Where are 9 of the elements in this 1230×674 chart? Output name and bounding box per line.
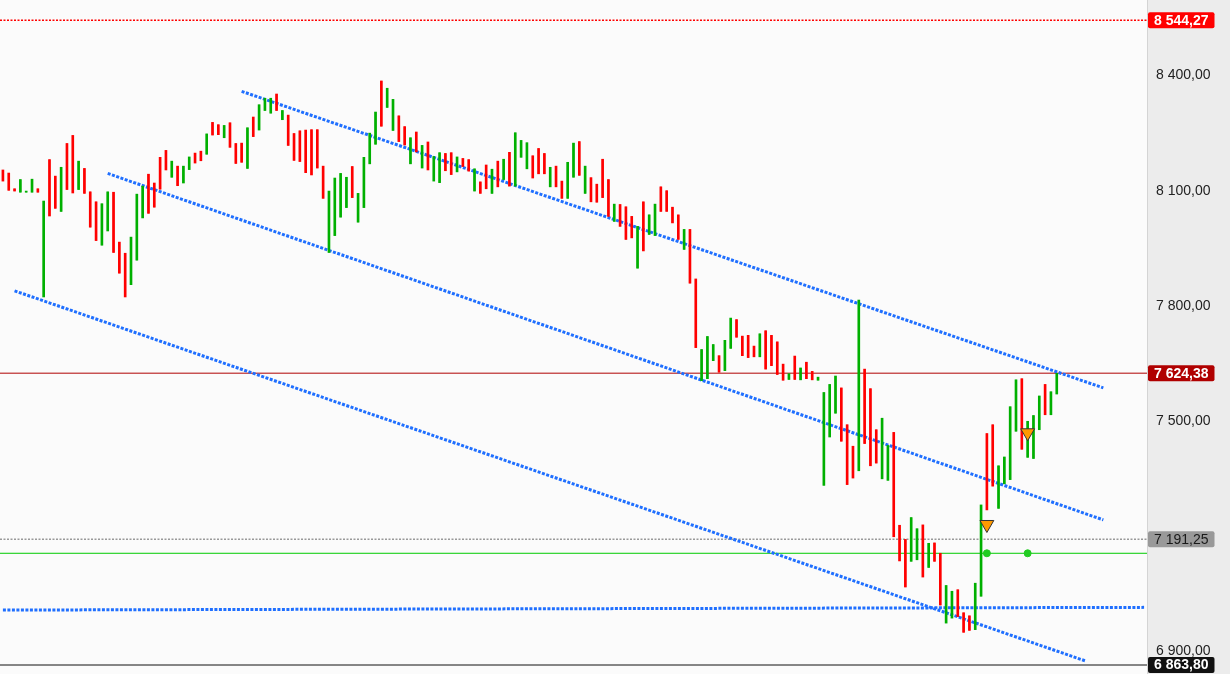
ref-line-label: 6 863,80 [1154, 656, 1209, 673]
y-tick-label: 7 500,00 [1156, 411, 1211, 428]
ref-line-label: 7 191,25 [1154, 530, 1209, 547]
y-tick-label: 8 100,00 [1156, 181, 1211, 198]
y-tick-label: 6 900,00 [1156, 641, 1211, 658]
ref-line-label: 7 624,38 [1154, 364, 1209, 381]
ref-line-label: 8 544,27 [1154, 11, 1209, 28]
y-tick-label: 8 400,00 [1156, 66, 1211, 83]
y-tick-label: 7 800,00 [1156, 296, 1211, 313]
